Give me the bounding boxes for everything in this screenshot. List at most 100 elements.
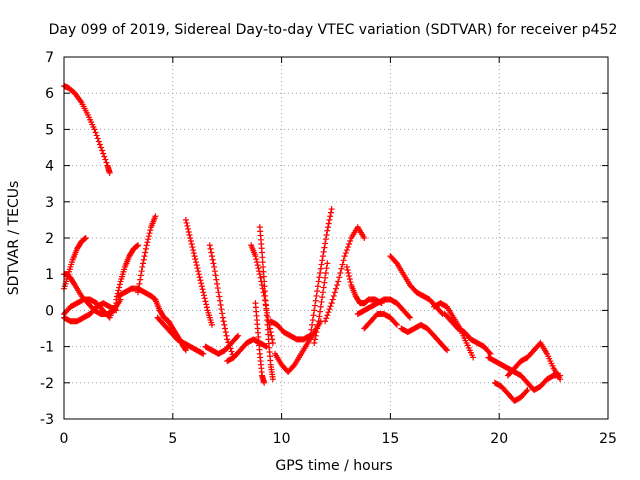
data-point: [142, 245, 149, 252]
data-point: [224, 336, 231, 343]
data-point: [200, 292, 207, 299]
data-point: [182, 216, 189, 223]
data-point: [324, 312, 331, 319]
data-point: [208, 249, 215, 256]
data-point: [309, 317, 316, 324]
data-point: [187, 235, 194, 241]
data-series-track-24: [354, 296, 413, 321]
y-tick-label: 5: [45, 122, 54, 138]
data-point: [216, 297, 223, 304]
data-series-track-14: [224, 336, 270, 365]
data-point: [143, 242, 150, 249]
data-point: [211, 268, 218, 275]
data-point: [325, 309, 332, 316]
data-series-track-08: [134, 213, 159, 296]
data-point: [96, 141, 103, 148]
data-point: [94, 135, 101, 142]
data-point: [347, 238, 354, 245]
data-series-track-33: [517, 372, 564, 394]
data-point: [290, 362, 297, 369]
data-point: [91, 126, 98, 133]
data-series-track-01: [61, 82, 113, 176]
y-tick-label: -2: [40, 376, 54, 392]
data-series-track-10: [154, 314, 207, 357]
data-point: [261, 379, 268, 386]
data-point: [345, 269, 352, 276]
data-point: [190, 247, 197, 254]
data-point: [311, 336, 318, 343]
data-point: [344, 244, 351, 251]
data-point: [392, 320, 399, 327]
data-point: [328, 206, 335, 213]
y-tick-label: 4: [45, 159, 54, 175]
data-point: [97, 144, 104, 151]
data-point: [93, 132, 100, 139]
data-point: [470, 354, 477, 361]
data-series-track-11: [182, 216, 215, 328]
data-series-track-25: [361, 311, 400, 332]
data-point: [113, 307, 120, 314]
data-point: [343, 263, 350, 270]
data-point: [218, 306, 225, 313]
data-point: [330, 292, 337, 299]
data-point: [187, 238, 194, 245]
data-point: [102, 156, 109, 163]
data-point: [313, 292, 320, 299]
data-point: [315, 278, 322, 285]
data-point: [140, 260, 147, 267]
data-series-track-18: [267, 318, 313, 343]
data-point: [341, 253, 348, 260]
data-point: [99, 147, 106, 154]
data-point: [325, 220, 332, 227]
data-point: [200, 350, 207, 357]
data-point: [95, 138, 102, 145]
data-point: [134, 242, 141, 249]
data-point: [269, 339, 276, 346]
data-series-track-23: [343, 263, 385, 307]
data-point: [327, 213, 334, 220]
data-point: [92, 129, 99, 136]
data-point: [116, 284, 123, 291]
data-point: [152, 213, 159, 220]
data-point: [328, 300, 335, 307]
data-point: [225, 339, 232, 346]
data-point: [221, 321, 228, 328]
data-point: [227, 345, 234, 352]
data-point: [311, 307, 318, 314]
data-point: [308, 326, 315, 333]
chart-title: Day 099 of 2019, Sidereal Day-to-day VTE…: [49, 22, 618, 38]
data-point: [344, 266, 351, 273]
y-tick-label: 6: [45, 86, 54, 102]
data-point: [393, 321, 400, 328]
data-point: [213, 276, 220, 283]
data-point: [195, 268, 202, 275]
data-point: [334, 282, 341, 289]
data-point: [200, 289, 207, 296]
data-point: [257, 274, 264, 281]
data-point: [324, 227, 331, 234]
data-point: [141, 253, 148, 260]
data-point: [101, 153, 108, 160]
data-point: [207, 245, 214, 252]
data-point: [314, 283, 321, 290]
data-point: [486, 349, 493, 356]
data-point: [312, 332, 319, 339]
data-point: [188, 241, 195, 248]
data-point: [142, 249, 149, 256]
data-point: [196, 274, 203, 281]
data-point: [198, 283, 205, 290]
data-point: [322, 318, 329, 325]
data-point: [253, 259, 260, 266]
data-point: [197, 277, 204, 284]
data-point: [268, 332, 275, 339]
data-point: [253, 256, 260, 263]
data-point: [324, 260, 331, 267]
data-point: [208, 253, 215, 260]
data-point: [198, 280, 205, 287]
data-point: [106, 169, 113, 176]
data-point: [316, 274, 323, 281]
data-point: [262, 342, 269, 349]
data-point: [347, 279, 354, 286]
data-point: [210, 260, 217, 267]
